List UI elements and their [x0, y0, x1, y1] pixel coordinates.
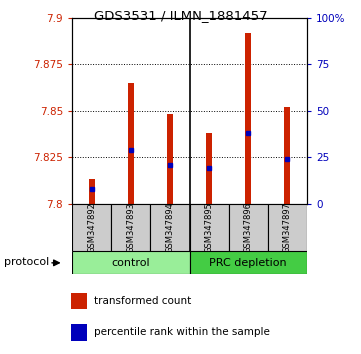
- Bar: [128, 83, 134, 204]
- Bar: [206, 133, 212, 204]
- Bar: [71, 324, 87, 341]
- Bar: [284, 107, 290, 204]
- Text: GSM347893: GSM347893: [126, 202, 135, 253]
- Bar: [190, 251, 307, 274]
- Bar: [72, 251, 190, 274]
- Bar: [167, 114, 173, 204]
- Text: control: control: [112, 258, 150, 268]
- Text: GSM347892: GSM347892: [87, 202, 96, 253]
- Text: transformed count: transformed count: [94, 296, 191, 306]
- Bar: [229, 204, 268, 251]
- Bar: [72, 204, 111, 251]
- Text: GDS3531 / ILMN_1881457: GDS3531 / ILMN_1881457: [94, 9, 267, 22]
- Text: GSM347895: GSM347895: [205, 202, 214, 253]
- Bar: [151, 204, 190, 251]
- Bar: [268, 204, 307, 251]
- Bar: [89, 179, 95, 204]
- Text: GSM347896: GSM347896: [244, 202, 253, 253]
- Text: percentile rank within the sample: percentile rank within the sample: [94, 327, 270, 337]
- Bar: [190, 204, 229, 251]
- Text: GSM347897: GSM347897: [283, 202, 292, 253]
- Text: protocol: protocol: [4, 257, 49, 267]
- Text: PRC depletion: PRC depletion: [209, 258, 287, 268]
- Bar: [111, 204, 151, 251]
- Bar: [245, 33, 251, 204]
- Bar: [71, 293, 87, 309]
- Text: GSM347894: GSM347894: [165, 202, 174, 253]
